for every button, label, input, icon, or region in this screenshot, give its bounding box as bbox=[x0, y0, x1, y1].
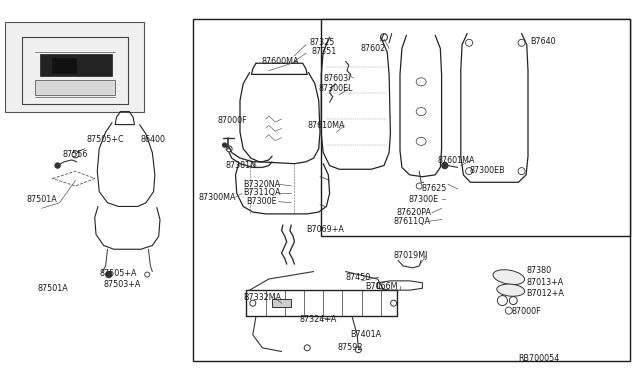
Text: B7300E: B7300E bbox=[246, 197, 276, 206]
Circle shape bbox=[442, 163, 448, 169]
Text: 87300MA: 87300MA bbox=[198, 193, 236, 202]
Text: B7401A: B7401A bbox=[350, 330, 381, 339]
Text: 87325: 87325 bbox=[309, 38, 335, 47]
Circle shape bbox=[106, 272, 112, 278]
Circle shape bbox=[55, 163, 60, 168]
Bar bbox=[272, 299, 291, 307]
Bar bbox=[52, 58, 76, 73]
Text: 87501A: 87501A bbox=[37, 284, 68, 293]
Text: B7640: B7640 bbox=[530, 37, 556, 46]
Text: 87013+A: 87013+A bbox=[526, 278, 563, 287]
Text: 87592: 87592 bbox=[337, 343, 363, 352]
Text: RB700054: RB700054 bbox=[518, 355, 559, 363]
Text: 87600MA: 87600MA bbox=[261, 57, 299, 66]
Text: 87611QA: 87611QA bbox=[394, 217, 431, 226]
Text: B7069+A: B7069+A bbox=[306, 225, 344, 234]
Bar bbox=[321, 19, 630, 236]
Text: 87380: 87380 bbox=[526, 266, 551, 275]
Text: 87601MA: 87601MA bbox=[437, 156, 475, 165]
Text: B7066M: B7066M bbox=[365, 282, 397, 291]
Bar bbox=[193, 19, 630, 361]
Text: B7320NA: B7320NA bbox=[243, 180, 280, 189]
Circle shape bbox=[223, 143, 227, 147]
Text: 87620PA: 87620PA bbox=[397, 208, 432, 217]
Text: 87300E: 87300E bbox=[408, 195, 438, 203]
Bar bbox=[40, 54, 112, 76]
Ellipse shape bbox=[497, 284, 525, 296]
Text: B7332MA: B7332MA bbox=[243, 293, 282, 302]
Text: 87602: 87602 bbox=[360, 44, 385, 53]
Text: 87603: 87603 bbox=[323, 74, 348, 83]
Text: 87556: 87556 bbox=[63, 150, 88, 159]
Text: 87381N: 87381N bbox=[226, 161, 257, 170]
Text: 87300EL: 87300EL bbox=[318, 84, 353, 93]
Text: B7012+A: B7012+A bbox=[526, 289, 564, 298]
Text: 87351: 87351 bbox=[312, 47, 337, 56]
Bar bbox=[35, 80, 115, 95]
Text: 87610MA: 87610MA bbox=[307, 121, 345, 130]
Text: 86400: 86400 bbox=[141, 135, 166, 144]
Bar bbox=[5, 22, 144, 112]
Text: 87019MJ: 87019MJ bbox=[394, 251, 428, 260]
Text: 87625: 87625 bbox=[421, 185, 447, 193]
Text: 87450: 87450 bbox=[346, 273, 371, 282]
Text: B7311QA: B7311QA bbox=[243, 188, 281, 197]
Text: 87000F: 87000F bbox=[512, 307, 541, 316]
Text: 87503+A: 87503+A bbox=[104, 280, 141, 289]
Text: 87505+A: 87505+A bbox=[99, 269, 137, 278]
Text: 87501A: 87501A bbox=[27, 195, 58, 203]
Text: 87505+C: 87505+C bbox=[86, 135, 124, 144]
Text: 87300EB: 87300EB bbox=[469, 166, 505, 175]
Ellipse shape bbox=[493, 270, 525, 285]
Text: 87324+A: 87324+A bbox=[300, 315, 337, 324]
Text: 87000F: 87000F bbox=[218, 116, 247, 125]
